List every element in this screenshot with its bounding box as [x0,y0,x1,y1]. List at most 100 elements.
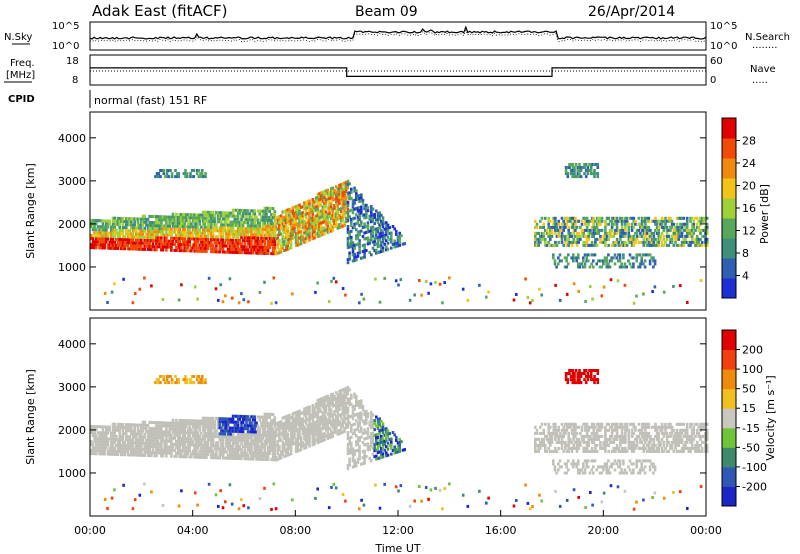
velocity-cell [350,441,353,445]
velocity-cell [288,425,291,429]
velocity-cell [346,425,350,428]
velocity-cell [208,447,212,450]
velocity-cell [130,429,133,433]
power-cell [329,196,333,200]
velocity-cell [243,439,247,443]
velocity-cell [228,429,232,433]
velocity-cell [135,432,138,436]
velocity-cell [298,427,301,431]
velocity-cell [346,406,350,410]
power-cell [235,244,238,248]
velocity-cell [231,441,235,445]
velocity-cell [221,450,225,454]
velocity-cell [258,430,262,434]
power-cell [180,231,183,234]
velocity-cell [329,432,333,436]
power-clutter [143,276,146,280]
velocity-cell [266,427,270,431]
power-cell [271,240,275,244]
velocity-cell [270,443,273,447]
power-cell [201,219,205,223]
power-cell [245,248,248,252]
power-cell [191,213,195,217]
power-cell [585,259,588,263]
velocity-cell [265,424,268,428]
power-cell [177,175,181,179]
power-cell [245,245,248,249]
velocity-cell [221,417,225,421]
power-cell [604,231,607,235]
power-cell [321,193,325,197]
power-cell [135,247,138,251]
velocity-cell [240,421,243,424]
power-cell [186,240,190,244]
power-cell [95,219,98,223]
velocity-cell [324,404,328,408]
power-cell [329,190,333,194]
velocity-cell [225,441,228,445]
velocity-cell [324,395,328,399]
velocity-cell [163,430,166,434]
power-cell [106,225,110,229]
velocity-cell [355,398,358,402]
power-cell [350,217,353,221]
velocity-cell [378,444,381,448]
power-cell [306,206,310,210]
power-cell [690,216,694,220]
power-cell [260,227,263,231]
power-cell [328,197,331,200]
velocity-cell [233,435,237,439]
power-cell [298,209,301,213]
power-cell [547,234,550,238]
velocity-cell [116,437,120,441]
power-cell [233,241,237,245]
power-cell [151,227,155,231]
power-cell [346,258,350,262]
power-cell [575,231,579,235]
power-cell [103,243,106,247]
power-cell [198,222,201,226]
velocity-cell [289,437,293,441]
power-cell [339,210,343,214]
velocity-cell [346,397,350,401]
power-cell [98,237,101,241]
power-cell [313,203,316,207]
power-cell [659,222,662,226]
power-cell [105,222,108,226]
colorbar-segment [722,138,736,159]
velocity-cell [250,451,253,455]
power-cell [319,230,323,234]
velocity-cell [293,432,296,436]
power-cell [202,175,206,179]
power-cell [604,234,607,238]
velocity-cell [296,428,300,432]
velocity-cell [231,435,235,439]
power-cell [279,220,283,224]
velocity-cell [113,449,116,453]
velocity-cell [370,444,373,448]
power-cell [181,219,185,222]
velocity-cell [258,415,262,419]
power-cell [263,239,267,243]
colorbar-segment [722,278,736,299]
power-cell [123,220,126,224]
power-cell [255,218,258,222]
power-cell [555,234,559,238]
velocity-cell [231,420,235,424]
velocity-cell [200,455,203,459]
velocity-cell [263,457,267,461]
power-cell [301,226,305,230]
power-cell [375,209,378,213]
power-cell [575,237,579,241]
power-cell [378,214,381,218]
power-cell [648,253,652,257]
velocity-cell [223,429,227,433]
velocity-cell [218,435,222,439]
velocity-cell [251,454,255,458]
velocity-cell [226,435,230,439]
power-cell [141,229,145,233]
velocity-cell [328,403,331,406]
velocity-cell [263,451,267,455]
power-cell [324,192,328,196]
